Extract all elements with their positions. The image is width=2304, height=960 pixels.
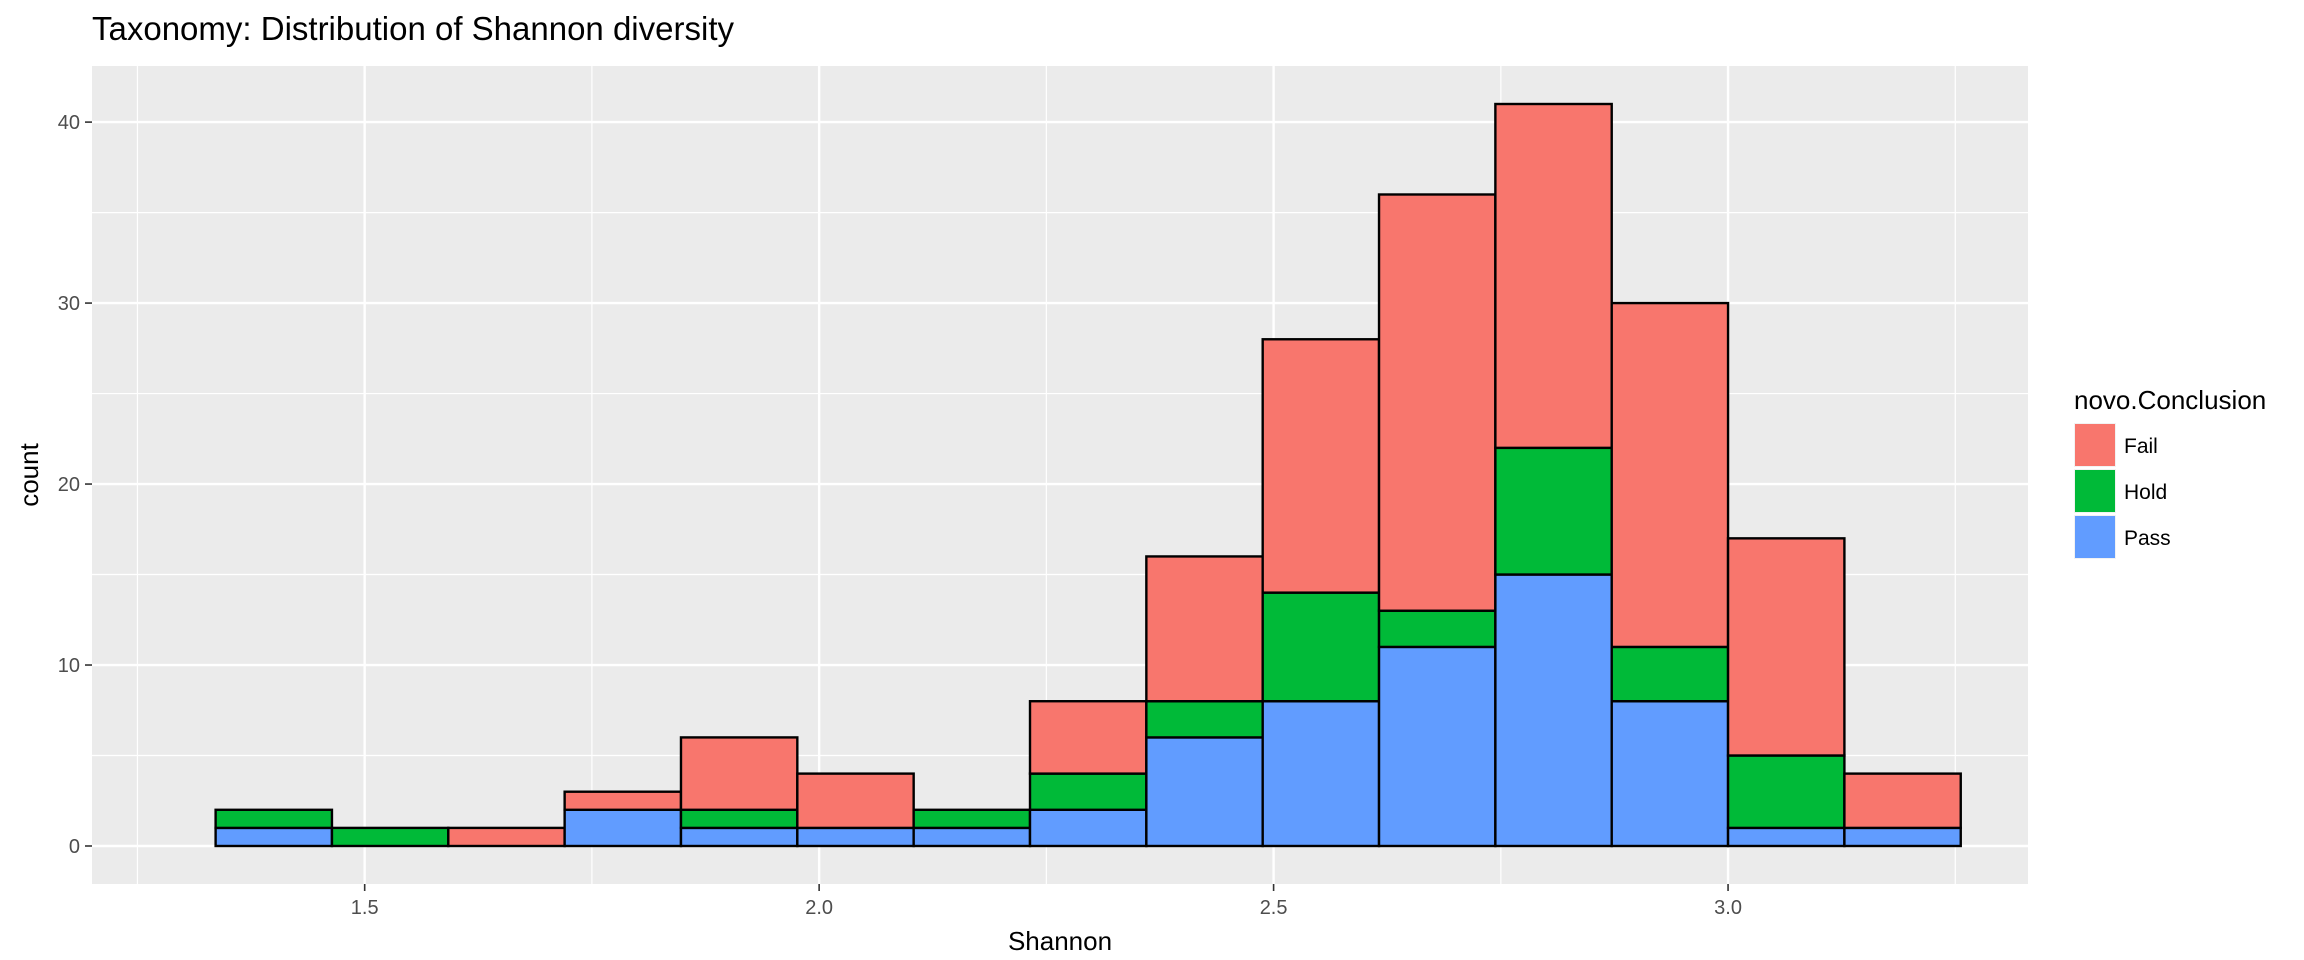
y-tick-label: 10 bbox=[58, 655, 80, 677]
bars-layer bbox=[214, 102, 1962, 848]
legend: novo.Conclusion Fail Hold Pass bbox=[2074, 385, 2266, 559]
legend-label-fail: Fail bbox=[2124, 435, 2158, 458]
legend-swatch-fail bbox=[2075, 424, 2115, 466]
bar-pass-11 bbox=[1494, 573, 1613, 848]
legend-title: novo.Conclusion bbox=[2074, 385, 2266, 415]
x-axis: 1.5 2.0 2.5 3.0 bbox=[351, 884, 1742, 919]
y-tick-label: 20 bbox=[58, 474, 80, 496]
bar-pass-4 bbox=[679, 826, 799, 848]
bar-pass-0 bbox=[214, 826, 334, 848]
bar-fail-8 bbox=[1145, 555, 1264, 703]
bar-hold-1 bbox=[330, 826, 450, 848]
bar-fail-3 bbox=[563, 790, 683, 812]
bar-pass-13 bbox=[1726, 826, 1846, 848]
y-tick-label: 40 bbox=[58, 112, 80, 134]
bar-hold-7 bbox=[1028, 772, 1148, 812]
bar-fail-5 bbox=[796, 772, 915, 830]
legend-label-hold: Hold bbox=[2124, 481, 2167, 504]
bar-hold-8 bbox=[1145, 700, 1264, 739]
bar-pass-8 bbox=[1145, 736, 1264, 848]
bar-pass-7 bbox=[1028, 808, 1148, 848]
legend-swatch-hold bbox=[2075, 470, 2115, 512]
bar-pass-12 bbox=[1610, 700, 1730, 848]
y-tick-label: 0 bbox=[69, 836, 80, 858]
bar-fail-4 bbox=[679, 736, 799, 812]
bar-fail-12 bbox=[1610, 301, 1730, 649]
bar-hold-4 bbox=[679, 808, 799, 830]
bar-fail-11 bbox=[1494, 102, 1613, 450]
bar-pass-6 bbox=[912, 826, 1032, 848]
legend-swatch-pass bbox=[2075, 516, 2115, 558]
bar-fail-10 bbox=[1377, 193, 1497, 612]
bar-pass-9 bbox=[1261, 700, 1381, 848]
x-tick-label: 3.0 bbox=[1714, 897, 1742, 919]
bar-hold-6 bbox=[912, 808, 1032, 830]
bar-hold-10 bbox=[1377, 609, 1497, 649]
y-axis-title: count bbox=[14, 442, 44, 506]
bar-fail-14 bbox=[1843, 772, 1962, 830]
bar-fail-9 bbox=[1261, 338, 1381, 594]
bar-fail-13 bbox=[1726, 537, 1846, 757]
x-tick-label: 1.5 bbox=[351, 897, 379, 919]
legend-label-pass: Pass bbox=[2124, 527, 2171, 550]
bar-pass-14 bbox=[1843, 826, 1962, 848]
x-tick-label: 2.0 bbox=[805, 897, 833, 919]
x-axis-title: Shannon bbox=[1008, 926, 1112, 956]
bar-hold-13 bbox=[1726, 754, 1846, 830]
bar-fail-2 bbox=[447, 826, 566, 848]
bar-pass-3 bbox=[563, 808, 683, 848]
y-tick-label: 30 bbox=[58, 293, 80, 315]
bar-hold-11 bbox=[1494, 446, 1613, 576]
bar-hold-9 bbox=[1261, 591, 1381, 703]
bar-fail-7 bbox=[1028, 700, 1148, 775]
bar-hold-0 bbox=[214, 808, 334, 830]
bar-pass-5 bbox=[796, 826, 915, 848]
x-tick-label: 2.5 bbox=[1260, 897, 1288, 919]
bar-hold-12 bbox=[1610, 645, 1730, 703]
chart-title: Taxonomy: Distribution of Shannon divers… bbox=[92, 10, 734, 47]
bar-pass-10 bbox=[1377, 645, 1497, 848]
y-axis: 0 10 20 30 40 bbox=[58, 112, 92, 858]
